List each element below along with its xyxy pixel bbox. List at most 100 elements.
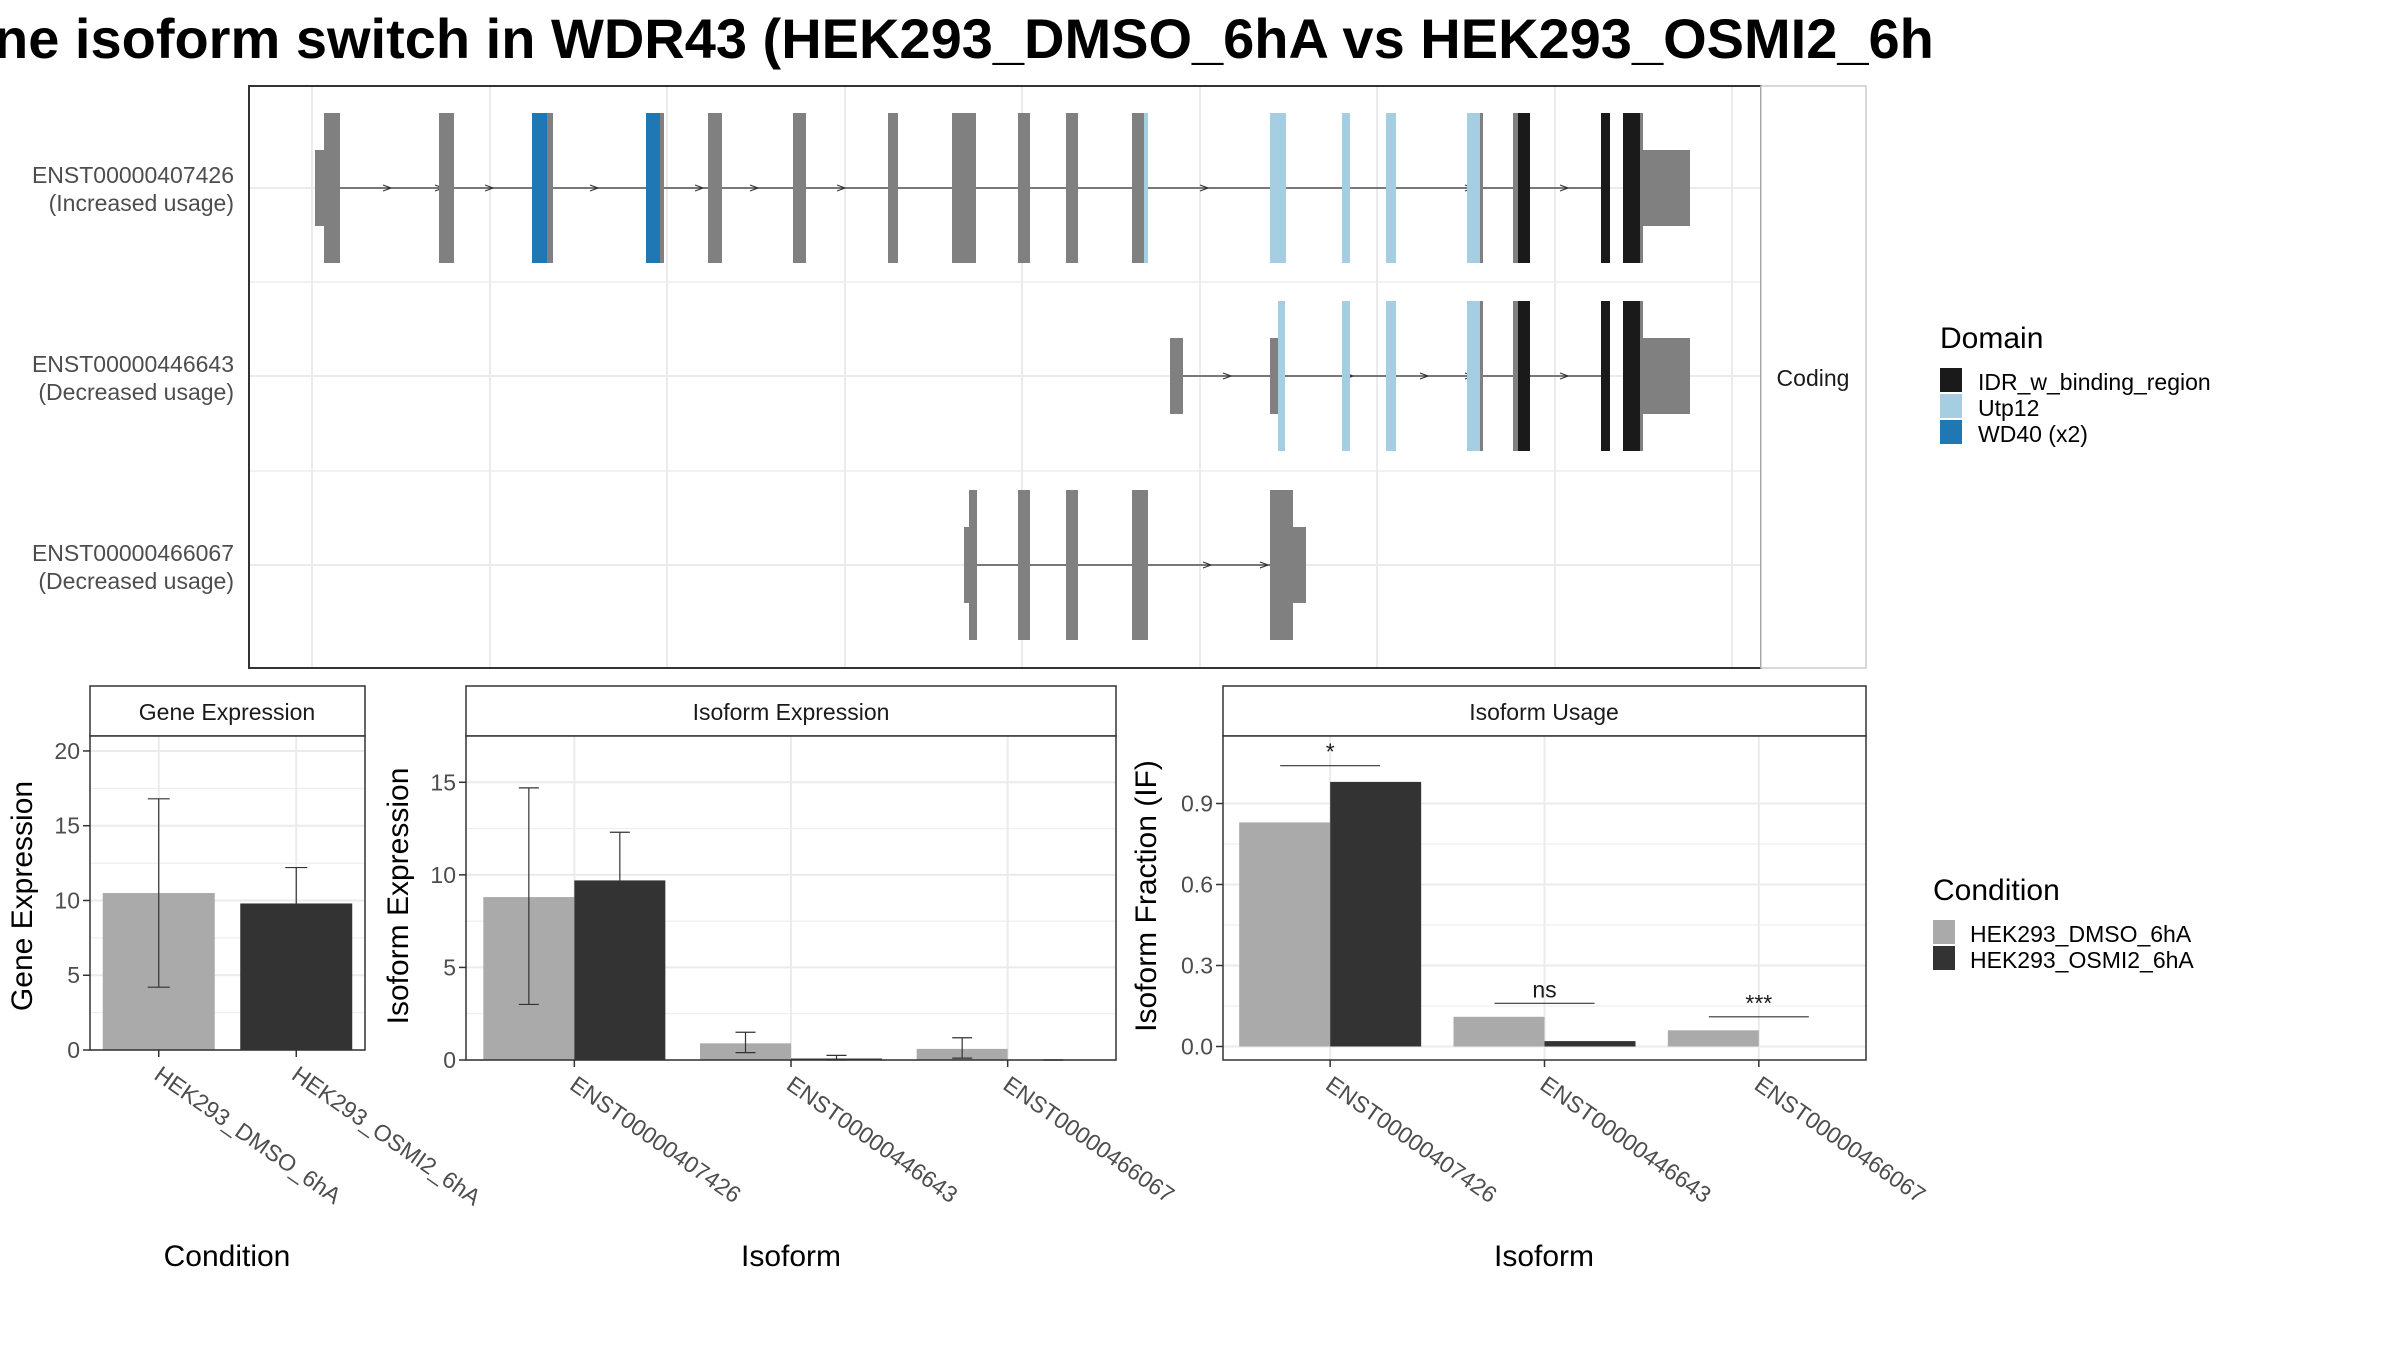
exon-block: [324, 113, 340, 263]
domain-legend-title: Domain: [1940, 322, 2043, 355]
bar: [1544, 1041, 1636, 1047]
exon-block: [1270, 113, 1286, 263]
exon-block: [547, 113, 553, 263]
x-tick-label: ENST00000466067: [1750, 1071, 1930, 1208]
exon-block: [708, 113, 722, 263]
exon-block: [1066, 113, 1078, 263]
exon-block: [1480, 113, 1483, 263]
x-tick-label: ENST00000466067: [999, 1071, 1179, 1208]
legend-label-utp12: Utp12: [1978, 395, 2039, 421]
exon-block: [1386, 301, 1396, 451]
isoform-usage-x-axis-title: Isoform: [1494, 1240, 1594, 1273]
exon-block: [1643, 338, 1690, 414]
exon-block: [660, 113, 664, 263]
strand-arrow: [749, 184, 760, 192]
bar: [1453, 1016, 1545, 1047]
isoform-usage-3: (Decreased usage): [38, 568, 234, 594]
legend-key-utp12: [1940, 394, 1962, 418]
exon-block: [1601, 113, 1610, 263]
gene-expression-y-axis-title: Gene Expression: [6, 781, 39, 1011]
y-tick-label: 5: [67, 962, 80, 988]
exon-block: [1132, 113, 1144, 263]
y-tick-label: 0.3: [1181, 953, 1213, 979]
exon-block: [888, 113, 898, 263]
strand-arrow: [382, 184, 393, 192]
exon-block: [793, 113, 806, 263]
coding-strip-label: Coding: [1777, 365, 1850, 391]
isoform-usage-y-axis-title: Isoform Fraction (IF): [1130, 760, 1163, 1032]
strand-arrow: [836, 184, 847, 192]
strand-arrow: [1199, 184, 1210, 192]
exon-block: [1513, 301, 1518, 451]
strand-arrow: [1259, 561, 1270, 569]
condition-legend-title: Condition: [1933, 874, 2060, 907]
x-tick-label: ENST00000407426: [1321, 1071, 1501, 1208]
exon-block: [1513, 113, 1518, 263]
coding-strip: [1760, 85, 1867, 669]
domain-legend: Domain IDR_w_binding_region Utp12 WD40 (…: [1940, 322, 2211, 447]
y-tick-label: 20: [54, 738, 80, 764]
exon-block: [1640, 113, 1643, 263]
strand-arrow: [1202, 561, 1213, 569]
exon-block: [1467, 113, 1480, 263]
exon-block: [1643, 150, 1690, 226]
y-tick-label: 15: [54, 813, 80, 839]
exon-block: [1480, 301, 1483, 451]
exon-block: [315, 150, 324, 226]
exon-block: [532, 113, 547, 263]
exon-block: [1018, 490, 1030, 640]
exon-block: [964, 527, 969, 603]
strand-arrow: [1222, 372, 1233, 380]
exon-block: [1518, 113, 1530, 263]
y-tick-label: 0: [443, 1047, 456, 1073]
exon-block: [1278, 301, 1285, 451]
exon-block: [1467, 301, 1480, 451]
transcript-2: [1170, 301, 1690, 451]
strand-arrow: [589, 184, 600, 192]
y-tick-label: 0.6: [1181, 872, 1213, 898]
isoform-usage-strip-title: Isoform Usage: [1469, 699, 1619, 725]
transcript-1: [315, 113, 1690, 263]
y-tick-label: 0.0: [1181, 1034, 1213, 1060]
y-tick-label: 0: [67, 1037, 80, 1063]
x-tick-label: ENST00000446643: [782, 1071, 962, 1208]
exon-block: [1066, 490, 1078, 640]
isoform-expression-x-axis-title: Isoform: [741, 1240, 841, 1273]
isoform-expression-strip: [465, 685, 1117, 737]
isoform-usage-panel: Isoform Usage Isoform Fraction (IF) Isof…: [1130, 685, 1930, 1273]
exon-block: [952, 113, 976, 263]
strand-arrow: [694, 184, 705, 192]
exon-block: [1386, 113, 1396, 263]
exon-block: [1144, 113, 1148, 263]
exon-block: [1640, 301, 1643, 451]
strand-arrow: [1419, 372, 1430, 380]
isoform-label-1: ENST00000407426: [32, 162, 234, 188]
exon-block: [1601, 301, 1610, 451]
strand-arrow: [484, 184, 495, 192]
exon-block: [1018, 113, 1030, 263]
legend-key-osmi2: [1933, 946, 1955, 970]
legend-key-wd40: [1940, 420, 1962, 444]
y-tick-label: 10: [54, 887, 80, 913]
legend-label-osmi2: HEK293_OSMI2_6hA: [1970, 947, 2194, 973]
gene-expression-strip-title: Gene Expression: [139, 699, 315, 725]
transcript-structures: [315, 113, 1690, 640]
x-tick-label: ENST00000446643: [1536, 1071, 1716, 1208]
y-tick-label: 10: [430, 862, 456, 888]
isoform-usage-2: (Decreased usage): [38, 379, 234, 405]
isoform-usage-1: (Increased usage): [49, 190, 234, 216]
isoform-label-2: ENST00000446643: [32, 351, 234, 377]
transcript-3: [964, 490, 1306, 640]
panel-border: [89, 735, 366, 1051]
isoform-usage-strip: [1222, 685, 1867, 737]
legend-label-dmso: HEK293_DMSO_6hA: [1970, 921, 2192, 947]
exon-block: [439, 113, 454, 263]
isoform-label-3: ENST00000466067: [32, 540, 234, 566]
structure-panel: Coding ENST00000407426 (Increased usage)…: [32, 85, 1867, 669]
exon-block: [1270, 490, 1293, 640]
exon-block: [969, 490, 977, 640]
exon-block: [646, 113, 660, 263]
significance-label: *: [1326, 739, 1335, 765]
significance-label: ***: [1745, 990, 1772, 1016]
